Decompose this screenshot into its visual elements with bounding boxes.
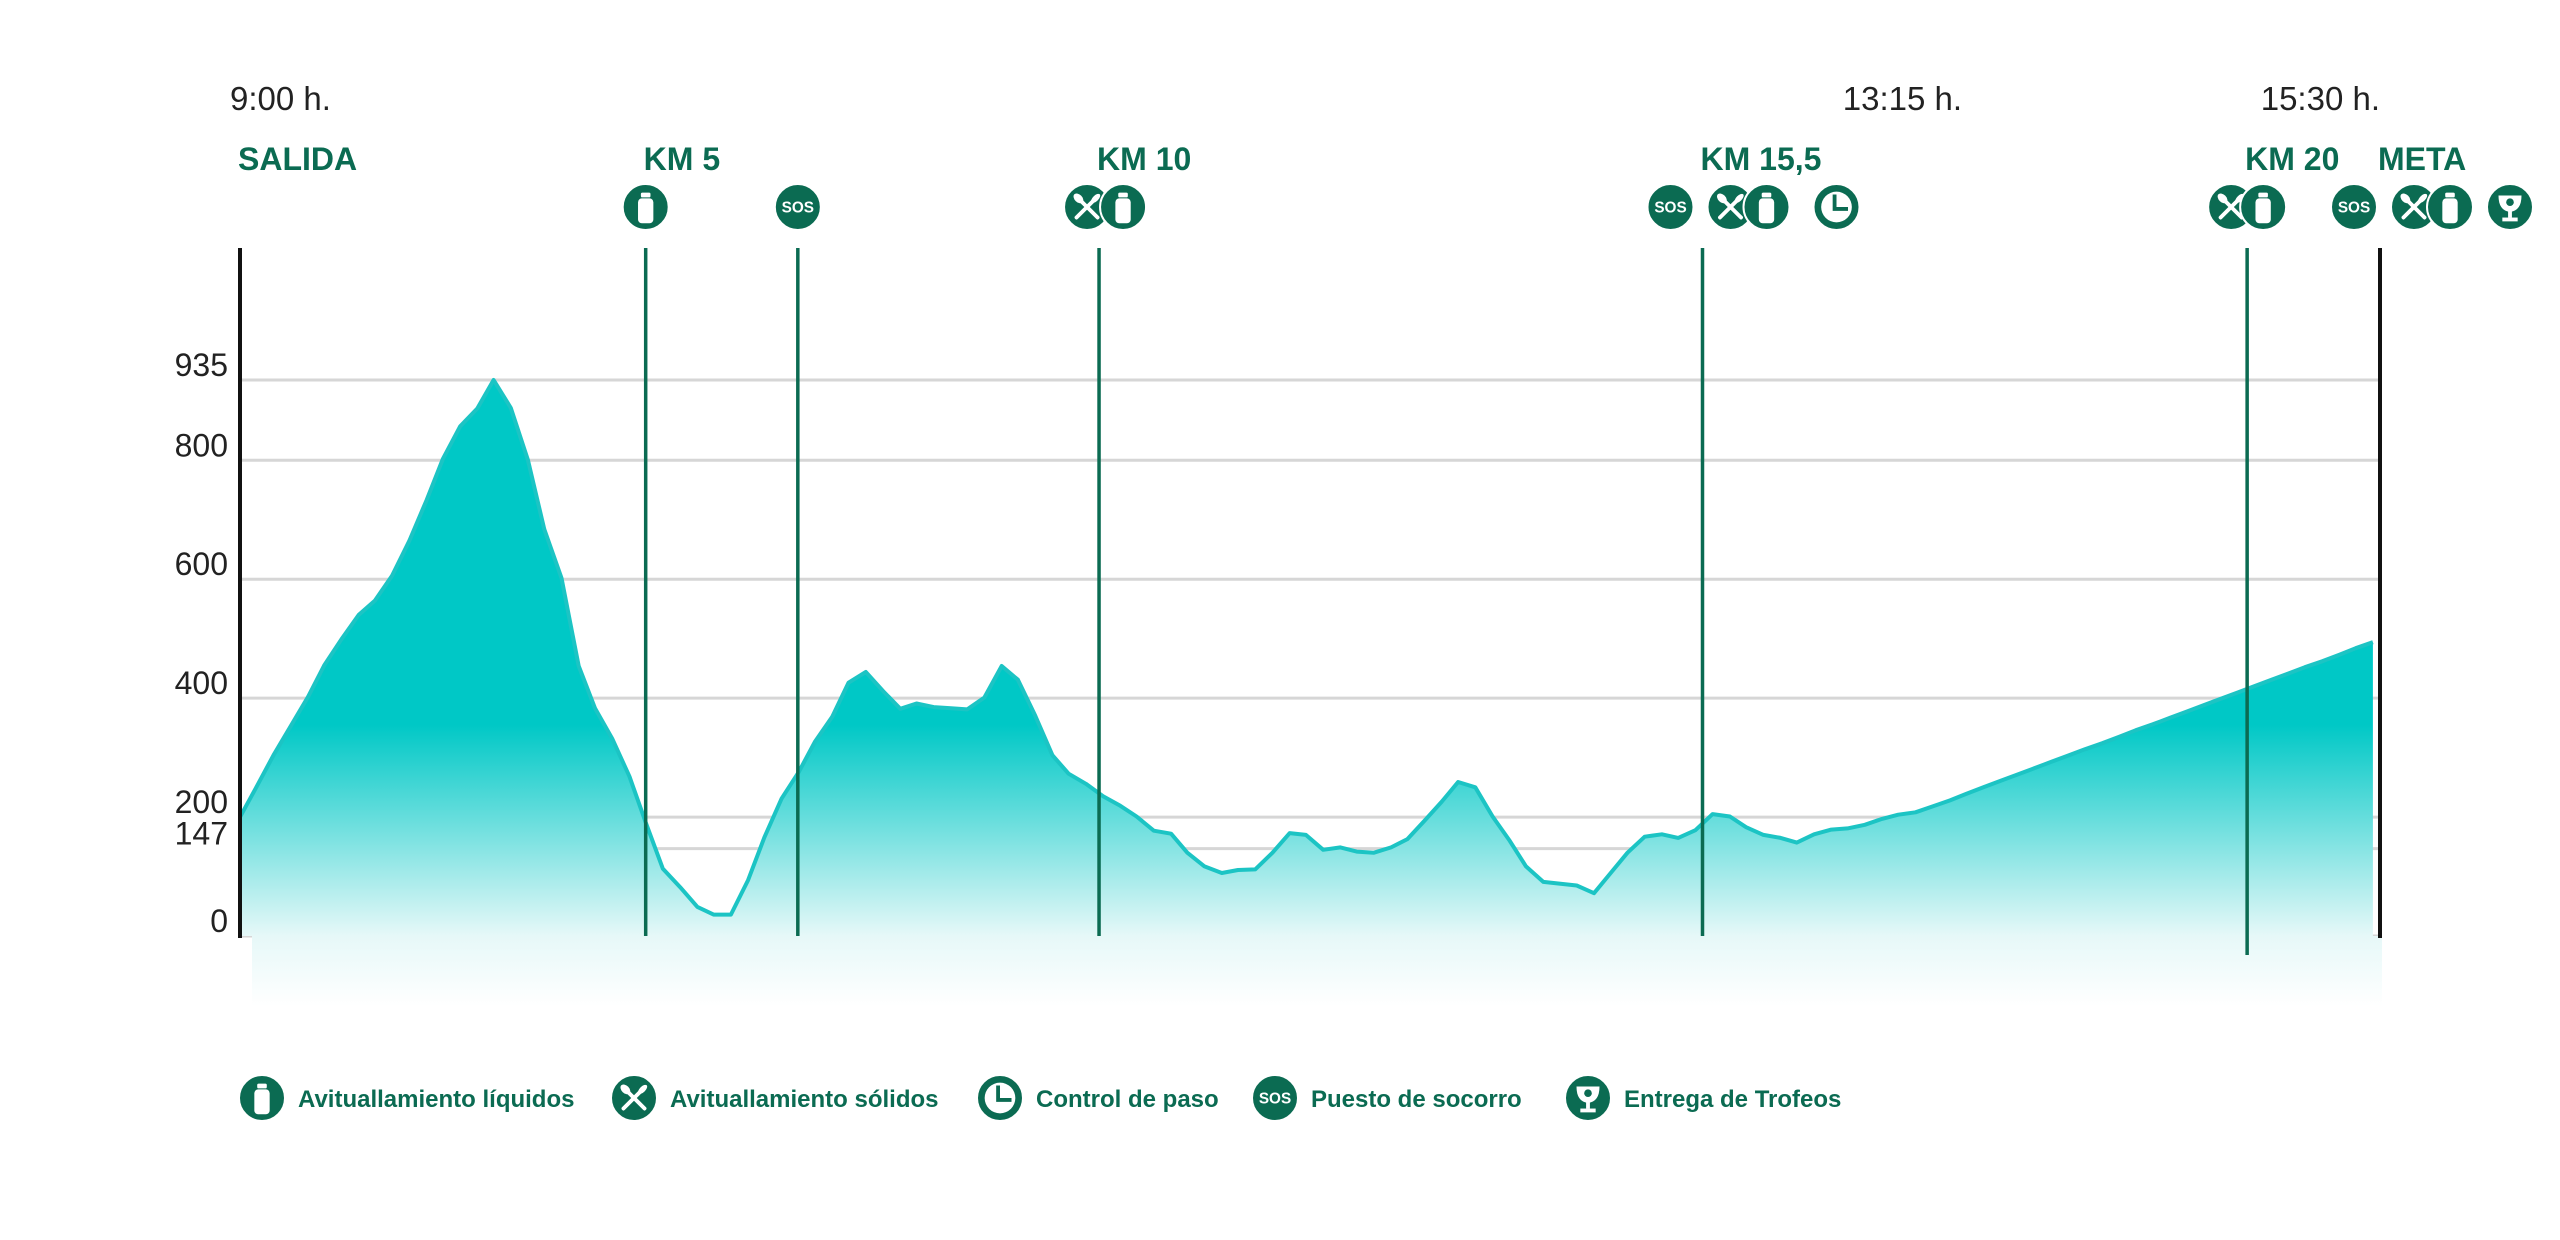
- legend-item: Entrega de Trofeos: [1564, 1074, 1841, 1122]
- legend-label: Avituallamiento líquidos: [298, 1086, 574, 1113]
- checkpoint-icons: SOS SOS SOS: [621, 183, 2534, 231]
- y-tick-label: 147: [175, 816, 228, 852]
- bottle-icon: [238, 1074, 286, 1122]
- cutlery-icon: [2390, 183, 2438, 231]
- y-tick-label: 800: [175, 427, 228, 463]
- y-tick-label: 200: [175, 784, 228, 820]
- time-label: 9:00 h.: [230, 80, 331, 117]
- time-labels: 9:00 h. 13:15 h. 15:30 h.: [230, 80, 2380, 117]
- legend-label: Avituallamiento sólidos: [670, 1086, 939, 1113]
- cutlery-icon: [1706, 183, 1755, 231]
- legend-label: Control de paso: [1036, 1086, 1219, 1113]
- checkpoint-lines: [643, 248, 2249, 955]
- svg-text:SOS: SOS: [1654, 199, 1686, 216]
- profile-area: [238, 378, 2374, 936]
- time-label: 15:30 h.: [2261, 80, 2380, 117]
- bottle-icon: [2426, 183, 2474, 231]
- baseline-fade: [252, 936, 2382, 1006]
- svg-text:SOS: SOS: [2338, 199, 2370, 216]
- legend-item: Avituallamiento sólidos: [610, 1074, 939, 1122]
- svg-text:SOS: SOS: [1259, 1090, 1291, 1107]
- sos-icon: SOS: [1251, 1074, 1299, 1122]
- sos-icon: SOS: [1646, 183, 1695, 231]
- bottle-icon: [621, 183, 670, 231]
- legend: Avituallamiento líquidos Avituallamiento …: [238, 1074, 1841, 1122]
- sos-icon: SOS: [773, 183, 822, 231]
- checkpoint-label: SALIDA: [238, 141, 357, 177]
- legend-item: Avituallamiento líquidos: [238, 1074, 574, 1122]
- bottle-icon: [1742, 183, 1791, 231]
- sos-icon: SOS: [2330, 183, 2378, 231]
- y-tick-label: 400: [175, 665, 228, 701]
- bottle-icon: [1099, 183, 1148, 231]
- y-tick-label: 0: [210, 903, 228, 939]
- checkpoint-label: KM 15,5: [1701, 141, 1822, 177]
- baseline-fade-rect: [252, 936, 2382, 1006]
- clock-icon: [976, 1074, 1024, 1122]
- axes: [238, 248, 2382, 938]
- checkpoint-label: KM 5: [644, 141, 720, 177]
- cutlery-icon: [610, 1074, 658, 1122]
- legend-item: SOS Puesto de socorro: [1251, 1074, 1522, 1122]
- time-label: 13:15 h.: [1843, 80, 1962, 117]
- y-tick-label: 935: [175, 347, 228, 383]
- clock-icon: [1812, 183, 1861, 231]
- legend-label: Entrega de Trofeos: [1624, 1086, 1841, 1113]
- checkpoint-labels: SALIDA KM 5 KM 10 KM 15,5 KM 20 META: [238, 141, 2466, 177]
- checkpoint-label: META: [2378, 141, 2466, 177]
- trophy-icon: [2486, 183, 2534, 231]
- legend-item: Control de paso: [976, 1074, 1219, 1122]
- checkpoint-label: KM 20: [2245, 141, 2339, 177]
- checkpoint-label: KM 10: [1097, 141, 1191, 177]
- profile-line: [238, 378, 2374, 917]
- y-tick-label: 600: [175, 546, 228, 582]
- legend-label: Puesto de socorro: [1311, 1086, 1522, 1113]
- profile-fill: [240, 380, 2373, 936]
- bottle-icon: [2239, 183, 2288, 231]
- trophy-icon: [1564, 1074, 1612, 1122]
- svg-text:SOS: SOS: [782, 199, 814, 216]
